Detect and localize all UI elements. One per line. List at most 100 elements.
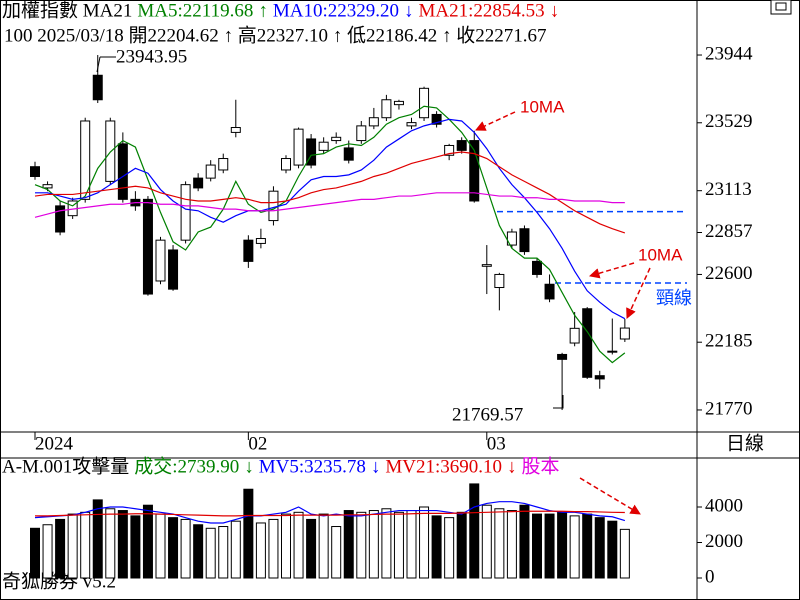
legend-entry: ↓	[371, 456, 381, 477]
candle-body	[406, 122, 417, 127]
low-connector	[553, 395, 564, 409]
volume-bar	[193, 524, 204, 579]
candle-body	[306, 138, 317, 166]
candle-body	[607, 350, 618, 353]
candle-body	[205, 164, 216, 179]
candle-body	[92, 74, 103, 101]
legend-entry: MA21:22854.53	[418, 0, 544, 21]
y-tick-label: 2000	[705, 531, 743, 552]
legend-entry: 成交:2739.90	[134, 455, 239, 477]
candle-body	[619, 327, 630, 340]
volume-bar	[318, 513, 329, 579]
volume-bar	[532, 513, 542, 579]
y-tick-label: 0	[705, 566, 715, 587]
legend-entry: ↑	[258, 0, 268, 21]
ma-line	[35, 118, 626, 320]
legend-entry: ↓	[550, 0, 560, 21]
volume-bar	[544, 513, 555, 579]
candle-body	[582, 308, 593, 378]
y-tick-label: 23113	[705, 179, 752, 200]
ma-arrow	[588, 262, 635, 279]
volume-bar	[406, 510, 417, 579]
volume-bar	[343, 510, 354, 579]
volume-bar	[368, 510, 379, 579]
volume-bar	[30, 527, 40, 579]
legend-entry: MV21:3690.10	[385, 456, 502, 477]
volume-bar	[281, 513, 291, 579]
candle-body	[117, 143, 128, 200]
volume-bar	[456, 511, 467, 579]
volume-bar	[594, 517, 605, 579]
candle-body	[469, 140, 480, 202]
candle-body	[368, 117, 379, 127]
candle-body	[431, 113, 442, 125]
candle-body	[519, 228, 530, 253]
volume-bar	[67, 513, 78, 579]
window-icon	[775, 2, 787, 11]
y-tick-label: 22185	[705, 331, 753, 352]
volume-bar	[506, 510, 517, 579]
legend-entry: ↓	[507, 456, 517, 477]
candle-body	[42, 184, 53, 189]
volume-bar	[393, 511, 404, 579]
volume-bar	[92, 499, 103, 579]
volume-arrow	[579, 477, 641, 515]
candle-body	[444, 144, 455, 156]
candle-body	[55, 205, 66, 233]
legend-entry: ↓	[244, 456, 254, 477]
candle-body	[331, 136, 342, 142]
y-tick-label: 23529	[705, 111, 753, 132]
volume-bar	[55, 518, 66, 579]
volume-bar	[243, 488, 254, 579]
window-button[interactable]	[770, 0, 792, 15]
volume-bar	[569, 515, 580, 579]
candle-body	[255, 238, 266, 244]
volume-bar	[180, 518, 191, 579]
volume-bar	[42, 524, 53, 579]
candle-body	[456, 140, 467, 151]
high-label: 23943.95	[116, 46, 187, 67]
volume-bar	[444, 517, 455, 579]
candle-body	[419, 87, 430, 119]
candle-body	[80, 120, 91, 200]
volume-bar	[230, 520, 241, 579]
candle-body	[594, 375, 605, 380]
y-tick-label: 21770	[705, 398, 753, 419]
x-tick-label: 2024	[35, 433, 74, 454]
legend-entry: ↓	[404, 0, 414, 21]
volume-bar	[557, 511, 568, 579]
y-tick-label: 22600	[705, 263, 753, 284]
candle-body	[155, 239, 166, 282]
volume-bar	[607, 520, 618, 579]
volume-bar	[481, 504, 492, 579]
candle-body	[494, 273, 505, 289]
volume-bar	[494, 508, 505, 579]
candle-body	[281, 158, 291, 171]
ma-line	[34, 192, 625, 218]
volume-bar	[519, 504, 530, 579]
candle-body	[381, 99, 392, 119]
volume-bar	[117, 510, 128, 579]
ma-note: 10MA	[520, 97, 565, 116]
volume-bar	[419, 506, 430, 579]
period-label: 日線	[726, 432, 764, 454]
candle-body	[506, 231, 517, 246]
candle-body	[481, 264, 492, 267]
ma-arrow	[626, 267, 651, 319]
candle-body	[356, 125, 367, 142]
candle-body	[532, 260, 542, 275]
legend-entry: A-M.001攻擊量	[2, 455, 129, 477]
candle-body	[293, 128, 304, 166]
volume-bar	[268, 518, 279, 579]
y-tick-label: 22857	[705, 221, 753, 242]
volume-bar	[155, 513, 166, 579]
ma-line	[34, 151, 626, 234]
x-tick-label: 02	[248, 433, 267, 454]
volume-bar	[130, 515, 141, 579]
candle-body	[343, 147, 354, 161]
candle-body	[243, 239, 254, 262]
ma-line	[34, 105, 626, 364]
volume-bar	[356, 511, 367, 579]
candle-body	[105, 120, 116, 182]
